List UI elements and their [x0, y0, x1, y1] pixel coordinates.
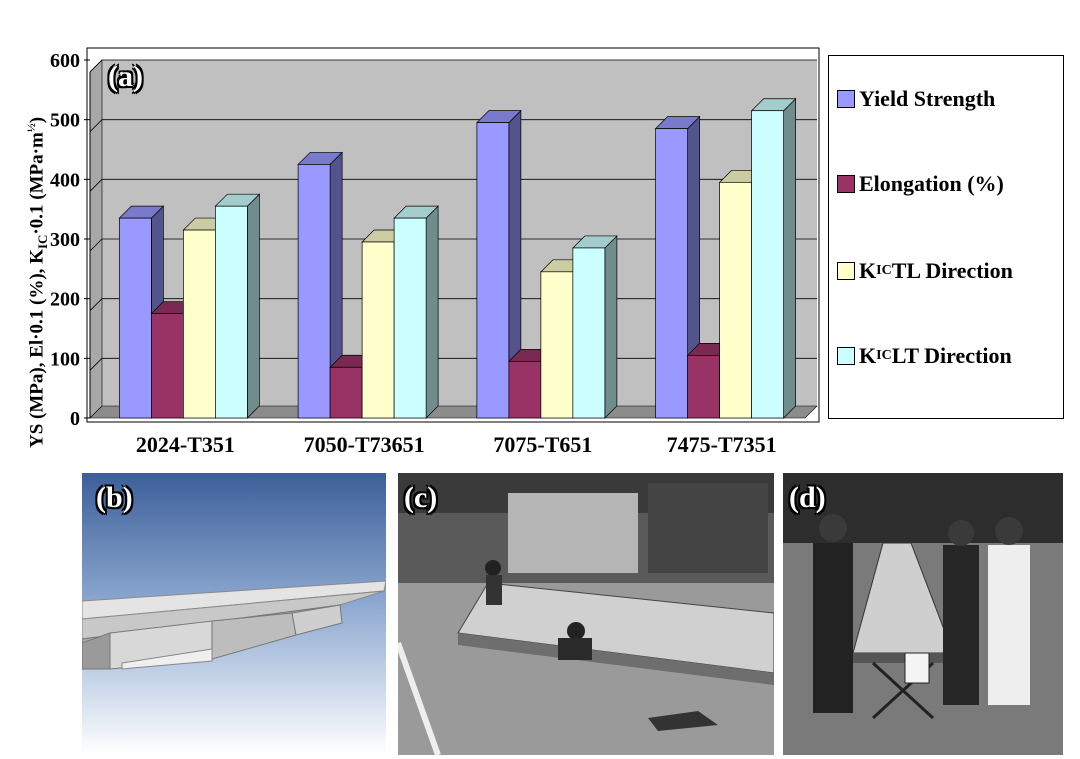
bar-2024-T351-0 — [118, 205, 165, 419]
gridline — [89, 119, 817, 132]
panel-label-b: (b) — [96, 481, 133, 514]
bar-front — [655, 128, 688, 419]
bar-front — [119, 217, 152, 419]
bar-front — [540, 271, 574, 419]
dock-drawing — [398, 473, 774, 755]
gridline — [89, 238, 817, 252]
chart-legend: Yield Strength Elongation (%) K IC TL Dir… — [828, 55, 1064, 419]
group-drawing — [783, 473, 1063, 755]
legend-item-kic-lt: K IC LT Direction — [837, 343, 1012, 369]
legend-label-k: K — [859, 258, 877, 283]
legend-label-k: K — [859, 343, 877, 368]
wing-illustration: (b) — [82, 473, 386, 755]
panel-label-d: (d) — [789, 481, 826, 514]
bar-front — [151, 313, 184, 419]
y-tick-label: 200 — [50, 289, 80, 311]
y-tick-label: 300 — [50, 229, 80, 251]
bar-front — [751, 110, 784, 419]
bar-7475-T7351-3 — [750, 97, 797, 419]
y-tick-label: 600 — [50, 50, 80, 72]
bar-front — [719, 181, 752, 419]
bar-front — [215, 205, 248, 419]
y-tick-label: 400 — [50, 169, 80, 191]
x-tick-label: 7050-T73651 — [304, 432, 425, 457]
dock-photo: (c) — [398, 473, 774, 755]
x-tick-label: 7475-T7351 — [667, 432, 777, 457]
legend-swatch — [837, 262, 855, 280]
bar-7050-T73651-0 — [297, 151, 343, 419]
bar-front — [361, 241, 395, 419]
legend-item-kic-tl: K IC TL Direction — [837, 258, 1013, 284]
bar-front — [508, 360, 542, 419]
legend-swatch — [837, 175, 855, 193]
plot-frame — [86, 47, 820, 423]
x-tick-label: 2024-T351 — [136, 432, 235, 457]
wing-drawing — [82, 473, 386, 755]
bar-2024-T351-3 — [214, 193, 261, 419]
bar-front — [476, 122, 510, 419]
y-tick-label: 500 — [50, 110, 80, 132]
bar-7475-T7351-0 — [654, 115, 701, 419]
bar-front — [297, 164, 331, 419]
bar-front — [687, 355, 720, 419]
legend-item-yield-strength: Yield Strength — [837, 86, 995, 112]
gridline — [89, 178, 817, 192]
legend-swatch — [837, 90, 855, 108]
group-photo: (d) — [783, 473, 1063, 755]
panel-label-a: (a) — [108, 60, 143, 93]
legend-label-sub: IC — [876, 263, 892, 278]
bar-front — [393, 217, 427, 419]
bar-front — [183, 229, 216, 419]
bar-front — [329, 366, 363, 419]
y-tick-label: 100 — [50, 348, 80, 370]
x-tick-label: 7075-T651 — [493, 432, 592, 457]
bar-side — [247, 193, 260, 419]
bar-side — [604, 235, 618, 419]
legend-swatch — [837, 347, 855, 365]
y-tick-label: 0 — [70, 408, 80, 430]
bar-chart: 0 100 200 300 400 500 600 2024-T351 7050-T73651 7… — [50, 47, 820, 457]
panel-label-c: (c) — [404, 481, 438, 514]
bar-7075-T651-3 — [572, 235, 618, 419]
legend-label-rest: LT Direction — [891, 343, 1012, 368]
legend-label-rest: TL Direction — [891, 258, 1013, 283]
legend-label: Elongation (%) — [859, 171, 1004, 196]
bar-side — [425, 205, 439, 419]
gridline — [89, 59, 817, 73]
legend-item-elongation: Elongation (%) — [837, 171, 1004, 197]
bar-front — [572, 247, 606, 419]
bar-7050-T73651-3 — [393, 205, 439, 419]
legend-label: Yield Strength — [859, 86, 996, 111]
bar-7475-T7351-2 — [718, 169, 765, 419]
legend-label-sub: IC — [876, 348, 892, 363]
bar-side — [783, 97, 796, 419]
